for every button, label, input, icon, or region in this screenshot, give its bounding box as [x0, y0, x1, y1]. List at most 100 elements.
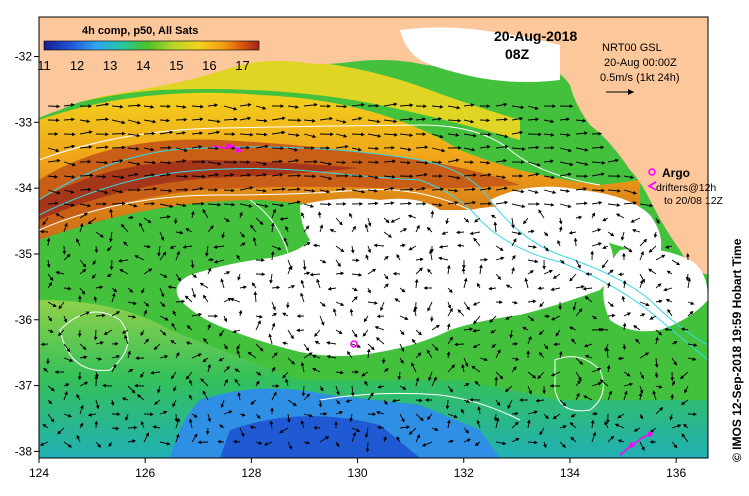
current-vector-head [276, 285, 281, 290]
current-vector-head [550, 145, 555, 150]
current-vector-head [355, 258, 360, 263]
current-vector-head [277, 246, 282, 251]
current-vector-head [671, 380, 676, 385]
current-vector-head [342, 187, 346, 192]
current-vector-head [422, 117, 427, 122]
current-vector-head [121, 330, 127, 334]
current-vector-head [393, 119, 398, 124]
current-vector-head [461, 363, 465, 368]
current-vector-head [550, 159, 554, 164]
current-vector-head [52, 303, 57, 308]
current-vector-head [528, 335, 532, 341]
current-vector-head [311, 118, 316, 123]
current-vector-head [456, 105, 461, 110]
current-vector-head [285, 304, 290, 309]
current-vector-head [413, 308, 417, 313]
current-vector-head [234, 117, 238, 122]
current-vector-head [141, 289, 145, 294]
current-time-label: 20-Aug 00:00Z [604, 57, 677, 69]
current-vector-head [609, 269, 614, 274]
current-vector-head [551, 175, 556, 180]
current-vector-head [381, 360, 386, 364]
current-vector-head [449, 336, 453, 341]
current-vector-head [528, 390, 532, 395]
current-vector-head [199, 282, 204, 287]
current-vector-head [153, 346, 158, 351]
current-vector-head [464, 362, 469, 368]
current-vector-head [136, 120, 141, 125]
current-vector-head [401, 418, 405, 423]
current-vector-head [663, 287, 668, 292]
current-vector-head [273, 391, 277, 396]
current-vector-head [376, 410, 381, 415]
current-vector-head [424, 160, 429, 165]
colorbar-tick-label: 16 [202, 58, 216, 73]
current-vector-head [87, 412, 92, 417]
current-vector-head [450, 439, 455, 444]
current-vector-head [288, 265, 292, 270]
current-vector-head [71, 144, 76, 149]
current-vector-head [441, 231, 446, 235]
current-vector-head [513, 300, 518, 305]
current-vector-head [169, 130, 174, 135]
current-vector-head [223, 318, 228, 323]
current-vector-head [474, 218, 479, 223]
current-vector-head [56, 118, 60, 123]
current-vector-head [390, 201, 395, 205]
y-tick-label: -35 [15, 247, 33, 261]
current-vector-head [62, 250, 67, 255]
current-vector-head [400, 359, 404, 364]
current-vector-head [198, 145, 203, 149]
current-vector-head [652, 390, 657, 395]
current-vector-head [231, 132, 236, 137]
current-vector-head [247, 116, 252, 121]
current-vector-head [469, 231, 474, 236]
current-vector-head [94, 420, 99, 425]
colorbar-tick-label: 11 [37, 58, 51, 73]
current-vector-head [207, 363, 211, 368]
current-vector-head [391, 398, 396, 403]
current-vector-head [116, 412, 121, 417]
current-vector-head [534, 259, 539, 264]
current-vector-head [455, 158, 460, 163]
current-vector-head [343, 104, 348, 109]
current-vector-head [454, 201, 459, 205]
current-vector-head [166, 441, 171, 446]
x-tick-label: 130 [348, 466, 368, 480]
current-vector-head [665, 298, 670, 303]
current-vector-head [344, 144, 349, 149]
current-vector-head [408, 201, 412, 206]
current-vector-head [313, 102, 318, 107]
current-vector-head [550, 316, 556, 321]
current-vector-head [40, 342, 45, 347]
current-vector-head [67, 286, 72, 291]
current-vector-head [394, 298, 399, 302]
current-vector-head [103, 202, 107, 206]
current-vector-head [544, 415, 549, 420]
current-vector-head [50, 387, 55, 392]
plot-frame [38, 16, 709, 459]
current-vector-head [210, 257, 215, 262]
argo-float-marker [350, 340, 358, 348]
current-vector-head [627, 312, 632, 316]
current-vector-head [121, 145, 126, 150]
current-vector-head [340, 370, 344, 375]
current-vector-head [207, 267, 212, 272]
current-vector-head [484, 257, 489, 262]
current-vector-head [372, 268, 377, 273]
current-vector-head [536, 162, 541, 167]
current-vector-head [419, 398, 423, 403]
current-vector-head [502, 175, 507, 180]
current-vector-head [491, 344, 496, 348]
current-vector-head [391, 145, 395, 150]
current-vector-head [301, 392, 306, 397]
current-vector-head [520, 189, 525, 194]
current-vector-head [384, 255, 389, 260]
current-vector-head [135, 356, 139, 361]
current-vector-head [314, 159, 318, 164]
current-vector-head [687, 277, 691, 282]
current-vector-head [164, 354, 169, 359]
current-vector-head [649, 316, 654, 320]
current-vector-head [434, 346, 439, 351]
